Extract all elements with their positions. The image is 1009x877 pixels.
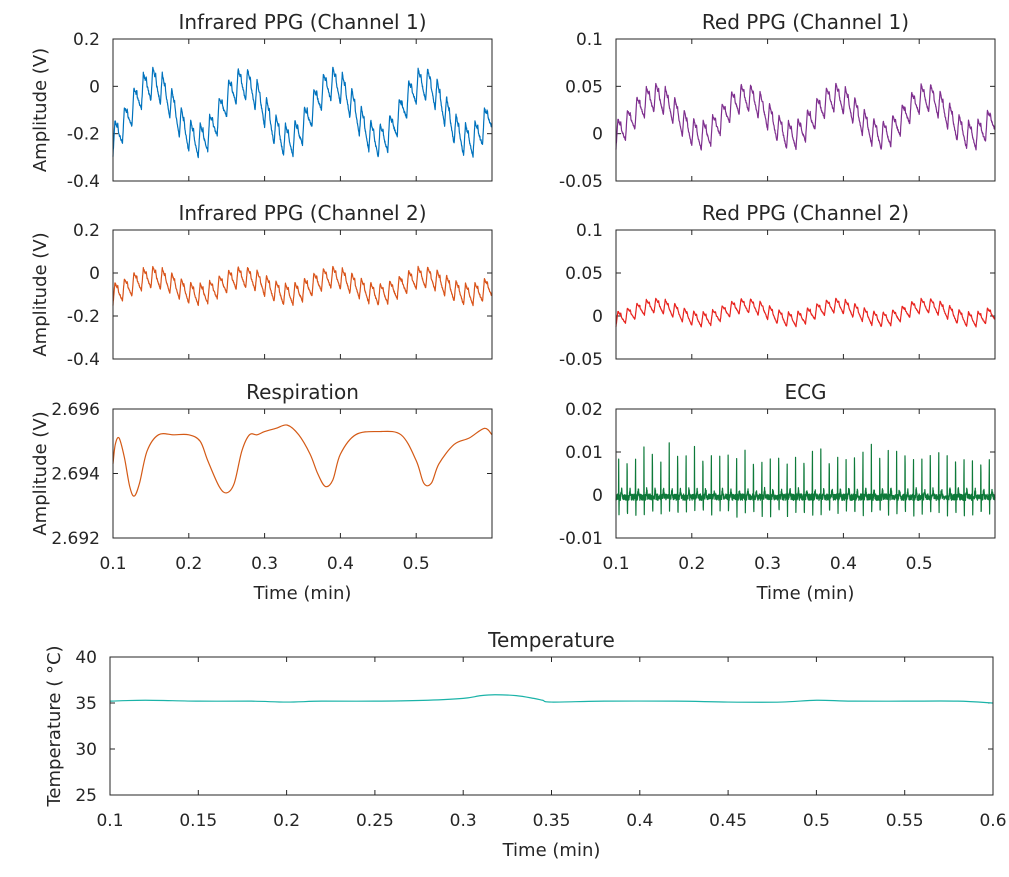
chart-title: Red PPG (Channel 1): [702, 10, 909, 34]
chart-title: ECG: [784, 380, 826, 404]
y-tick-label: 0.01: [565, 443, 603, 463]
y-tick-label: 0.2: [73, 30, 100, 50]
y-tick-label: 40: [75, 648, 97, 668]
series-line: [112, 265, 493, 307]
chart-panel: ECG 0.02 0.01 0 -0.01 0.1 0.2 0.3 0.4 0.5 Time (mi…: [559, 380, 996, 604]
y-tick-label: 0: [592, 486, 603, 506]
chart-panel: Respiration 2.696 2.694 2.692 0.1 0.2 0.3 0.4 0.…: [30, 380, 493, 604]
chart-title: Infrared PPG (Channel 2): [178, 201, 426, 225]
chart-panel: Infrared PPG (Channel 1) 0.2 0 -0.2 -0.4 Ampl…: [30, 10, 493, 192]
y-tick-label: -0.2: [67, 125, 100, 145]
y-tick-label: 0.2: [73, 221, 100, 241]
y-tick-label: 2.694: [51, 465, 100, 485]
plot-frame: [615, 229, 996, 360]
y-tick-label: 0: [89, 77, 100, 97]
x-tick-label: 0.5: [803, 811, 830, 831]
x-tick-label: 0.1: [602, 554, 629, 574]
series-line: [615, 82, 996, 151]
y-tick-label: 0.02: [565, 400, 603, 420]
y-tick-label: 25: [75, 786, 97, 806]
x-axis-label: Time (min): [756, 583, 855, 604]
y-tick-label: 30: [75, 740, 97, 760]
plot-frame: [615, 408, 996, 539]
x-tick-label: 0.2: [273, 811, 300, 831]
y-tick-label: -0.05: [559, 350, 603, 370]
x-tick-label: 0.25: [356, 811, 394, 831]
chart-panel: Red PPG (Channel 2) 0.1 0.05 0 -0.05: [559, 201, 996, 370]
plot-frame: [615, 38, 996, 182]
series-line: [615, 442, 996, 518]
y-tick-label: -0.4: [67, 172, 100, 192]
series-line: [112, 66, 493, 159]
y-axis-label: Amplitude (V): [30, 48, 51, 172]
x-tick-label: 0.35: [533, 811, 571, 831]
plot-frame: [109, 656, 994, 796]
chart-panel: Red PPG (Channel 1) 0.1 0.05 0 -0.05: [559, 10, 996, 192]
x-axis-label: Time (min): [253, 583, 352, 604]
x-tick-label: 0.55: [886, 811, 924, 831]
y-tick-label: -0.05: [559, 172, 603, 192]
y-tick-label: 0: [592, 125, 603, 145]
y-tick-label: 0: [89, 264, 100, 284]
chart-title: Infrared PPG (Channel 1): [178, 10, 426, 34]
x-tick-label: 0.4: [327, 554, 354, 574]
chart-panel: Infrared PPG (Channel 2) 0.2 0 -0.2 -0.4 Ampl…: [30, 201, 493, 370]
y-tick-label: 0.1: [576, 30, 603, 50]
y-axis-label: Amplitude (V): [30, 411, 51, 535]
chart-title: Temperature: [487, 628, 615, 652]
y-tick-label: 0.05: [565, 77, 603, 97]
x-tick-label: 0.3: [251, 554, 278, 574]
y-tick-label: 2.692: [51, 529, 100, 549]
plot-frame: [112, 408, 493, 539]
x-tick-label: 0.5: [906, 554, 933, 574]
y-tick-label: 35: [75, 694, 97, 714]
x-tick-label: 0.1: [99, 554, 126, 574]
y-tick-label: 2.696: [51, 400, 100, 420]
y-axis-label: Temperature ( °C): [44, 645, 65, 807]
x-tick-label: 0.3: [754, 554, 781, 574]
plot-frame: [112, 38, 493, 182]
y-tick-label: -0.2: [67, 307, 100, 327]
chart-title: Red PPG (Channel 2): [702, 201, 909, 225]
x-tick-label: 0.4: [830, 554, 857, 574]
y-tick-label: -0.01: [559, 529, 603, 549]
chart-panel: Temperature 40 35 30 25 0.1 0.15 0.2 0.25 0.3 0.35…: [44, 628, 1007, 861]
x-tick-label: 0.6: [979, 811, 1006, 831]
y-axis-label: Amplitude (V): [30, 232, 51, 356]
y-tick-label: 0.1: [576, 221, 603, 241]
series-line: [109, 694, 994, 704]
x-tick-label: 0.4: [626, 811, 653, 831]
x-tick-label: 0.3: [450, 811, 477, 831]
x-tick-label: 0.45: [709, 811, 747, 831]
y-tick-label: 0: [592, 307, 603, 327]
plot-frame: [112, 229, 493, 360]
x-tick-label: 0.1: [96, 811, 123, 831]
x-tick-label: 0.15: [179, 811, 217, 831]
series-line: [615, 297, 996, 328]
x-tick-label: 0.5: [403, 554, 430, 574]
series-line: [112, 424, 493, 497]
y-tick-label: 0.05: [565, 264, 603, 284]
x-tick-label: 0.2: [175, 554, 202, 574]
x-tick-label: 0.2: [678, 554, 705, 574]
x-axis-label: Time (min): [502, 840, 601, 861]
y-tick-label: -0.4: [67, 350, 100, 370]
chart-title: Respiration: [246, 380, 359, 404]
